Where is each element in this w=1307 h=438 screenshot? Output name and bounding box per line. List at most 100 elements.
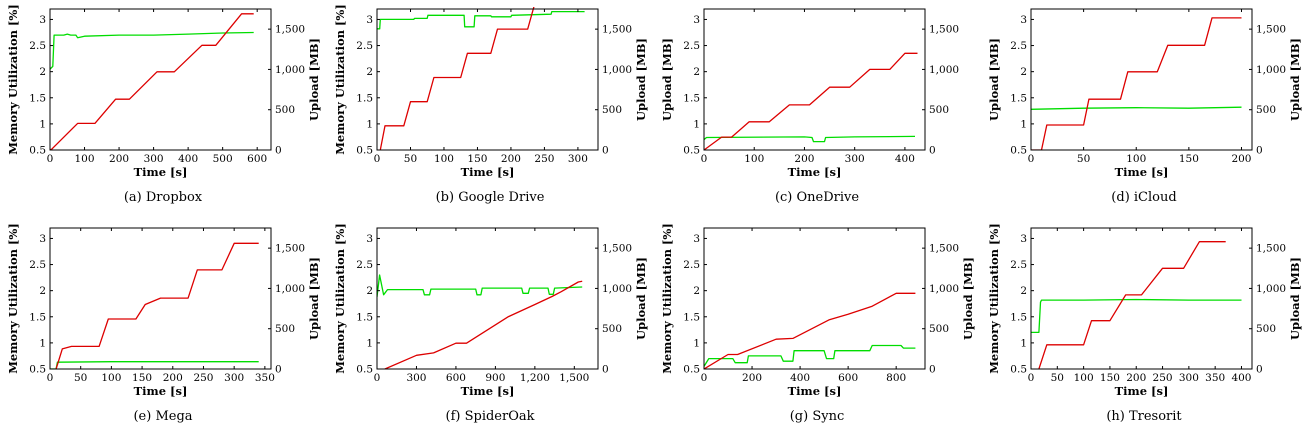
y-tick-label: 1: [366, 118, 373, 130]
upload-series-line: [379, 7, 535, 150]
memory-series-line: [50, 361, 259, 369]
y-tick-label: 2: [1020, 66, 1027, 78]
y2-tick-label: 1,000: [275, 64, 305, 76]
x-axis-label: Time [s]: [461, 165, 515, 179]
y-tick-label: 0.5: [29, 364, 46, 376]
y-tick-label: 1: [366, 337, 373, 349]
y-tick-label: 2: [39, 66, 46, 78]
y-tick-label: 0.5: [683, 364, 700, 376]
x-tick-label: 100: [434, 153, 454, 165]
plot-frame: [376, 227, 599, 370]
x-axis-label: Time [s]: [1115, 384, 1169, 398]
series-group: [704, 52, 918, 150]
x-axis-label: Time [s]: [788, 165, 842, 179]
chart-mega: 0 50 100 150 200 250 300 350 0.5 1 1.5 2 2.5 3 0 500 1,0…: [6, 223, 321, 398]
x-tick-label: 150: [467, 153, 487, 165]
y2-axis-label: Upload [MB]: [307, 38, 321, 121]
panel-sync: 0 200 400 600 800 0.5 1 1.5 2 2.5 3 0 500 1,000 1,500 T…: [654, 219, 980, 438]
x-tick-label: 50: [1077, 153, 1090, 165]
y2-tick-label: 0: [929, 145, 936, 157]
panel-onedrive: 0 100 200 300 400 0.5 1 1.5 2 2.5 3 0 500 1,000 1,500 T…: [654, 0, 980, 219]
y2-tick-label: 0: [602, 145, 609, 157]
y-tick-label: 2: [366, 285, 373, 297]
x-tick-label: 1,200: [520, 372, 550, 384]
x-tick-label: 350: [1205, 372, 1225, 384]
y-tick-label: 3: [366, 14, 373, 26]
y-tick-label: 2.5: [29, 259, 46, 271]
x-tick-label: 300: [845, 153, 865, 165]
x-tick-label: 100: [75, 153, 95, 165]
chart-icloud: 0 50 100 150 200 0.5 1 1.5 2 2.5 3 0 500 1,000 1,500 Ti…: [987, 8, 1302, 179]
x-tick-label: 1,500: [559, 372, 589, 384]
chart-sync: 0 200 400 600 800 0.5 1 1.5 2 2.5 3 0 500 1,000 1,500 T…: [660, 223, 975, 398]
y2-tick-label: 0: [275, 145, 282, 157]
y2-tick-label: 1,000: [929, 64, 959, 76]
upload-series-line: [50, 13, 254, 150]
y-tick-label: 3: [39, 233, 46, 245]
y-tick-label: 3: [366, 233, 373, 245]
upload-series-line: [704, 52, 918, 150]
plot-frame: [376, 8, 599, 151]
upload-series-line: [1038, 241, 1226, 369]
y-tick-label: 1.5: [29, 311, 46, 323]
y-axis-label: Memory Utilization [%]: [6, 223, 20, 374]
x-tick-label: 600: [247, 153, 267, 165]
x-tick-label: 250: [193, 372, 213, 384]
x-tick-label: 100: [101, 372, 121, 384]
x-tick-label: 0: [374, 153, 381, 165]
caption-sync: (g) Sync: [789, 409, 845, 424]
x-tick-label: 200: [1231, 153, 1251, 165]
x-tick-label: 0: [701, 153, 708, 165]
x-tick-label: 0: [47, 372, 54, 384]
y2-tick-label: 1,000: [602, 283, 632, 295]
memory-series-line: [377, 274, 583, 297]
y-tick-label: 2: [693, 66, 700, 78]
y2-tick-label: 500: [602, 104, 622, 116]
y-tick-label: 1.5: [683, 311, 700, 323]
y2-tick-label: 1,500: [602, 24, 632, 36]
x-tick-label: 50: [74, 372, 87, 384]
x-tick-label: 400: [178, 153, 198, 165]
x-tick-label: 0: [47, 153, 54, 165]
y-axis-label: Upload [MB]: [987, 38, 1001, 121]
series-group: [377, 274, 583, 369]
y2-axis-label: Upload [MB]: [1288, 38, 1302, 121]
x-axis-label: Time [s]: [134, 165, 188, 179]
y2-tick-label: 500: [1256, 104, 1276, 116]
y-tick-label: 2.5: [1010, 259, 1027, 271]
chart-google-drive: 0 50 100 150 200 250 300 0.5 1 1.5 2 2.5 3 0 500 1,000 1…: [333, 4, 648, 179]
y2-tick-label: 1,500: [275, 24, 305, 36]
x-tick-label: 0: [701, 372, 708, 384]
panel-google-drive: 0 50 100 150 200 250 300 0.5 1 1.5 2 2.5 3 0 500 1,000 1…: [327, 0, 653, 219]
y-tick-label: 1: [1020, 337, 1027, 349]
memory-series-line: [50, 31, 254, 70]
x-tick-label: 200: [109, 153, 129, 165]
y-tick-label: 2.5: [356, 40, 373, 52]
series-group: [50, 242, 259, 369]
y-tick-label: 3: [693, 14, 700, 26]
plot-frame: [703, 8, 926, 151]
x-tick-label: 300: [224, 372, 244, 384]
memory-series-line: [1031, 298, 1242, 334]
y-tick-label: 2.5: [683, 40, 700, 52]
x-tick-label: 100: [1074, 372, 1094, 384]
y2-tick-label: 1,000: [1256, 283, 1286, 295]
x-tick-label: 50: [1051, 372, 1064, 384]
y2-tick-label: 0: [275, 364, 282, 376]
y2-tick-label: 1,500: [602, 243, 632, 255]
y-tick-label: 2: [693, 285, 700, 297]
y-tick-label: 1: [1020, 118, 1027, 130]
y-axis-label: Memory Utilization [%]: [6, 4, 20, 155]
caption-icloud: (d) iCloud: [1111, 190, 1177, 205]
y2-axis-label: Upload [MB]: [634, 257, 648, 340]
y-tick-label: 1: [693, 337, 700, 349]
panel-dropbox: 0 100 200 300 400 500 600 0.5 1 1.5 2 2.5 3 0 500 1,000…: [0, 0, 326, 219]
series-group: [704, 292, 916, 369]
y-axis-label: Memory Utilization [%]: [333, 223, 347, 374]
x-tick-label: 500: [213, 153, 233, 165]
series-group: [1031, 241, 1242, 369]
y-tick-label: 1.5: [29, 92, 46, 104]
memory-series-line: [704, 135, 916, 143]
y-axis-label: Memory Utilization [%]: [660, 223, 674, 374]
